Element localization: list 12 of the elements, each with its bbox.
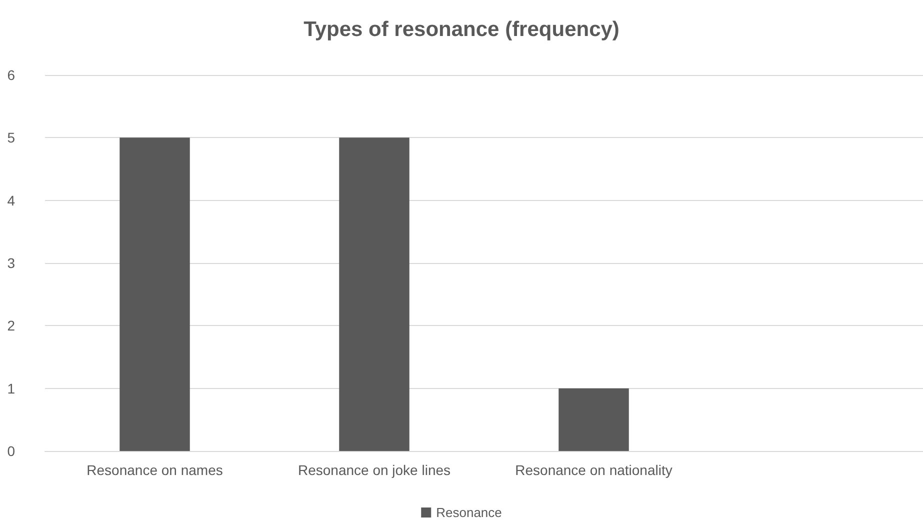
x-tick-label: Resonance on names bbox=[86, 462, 223, 478]
y-tick-label: 1 bbox=[7, 380, 16, 396]
x-tick-label: Resonance on joke lines bbox=[298, 462, 451, 478]
x-tick-label: Resonance on nationality bbox=[515, 462, 672, 478]
y-tick-label: 3 bbox=[7, 255, 16, 271]
y-tick-label: 2 bbox=[7, 318, 16, 334]
y-tick-label: 0 bbox=[7, 443, 16, 459]
y-tick-label: 6 bbox=[7, 67, 16, 83]
legend-label: Resonance bbox=[436, 505, 502, 520]
chart-title: Types of resonance (frequency) bbox=[304, 18, 620, 41]
y-tick-label: 5 bbox=[7, 130, 16, 146]
y-tick-label: 4 bbox=[7, 192, 16, 208]
